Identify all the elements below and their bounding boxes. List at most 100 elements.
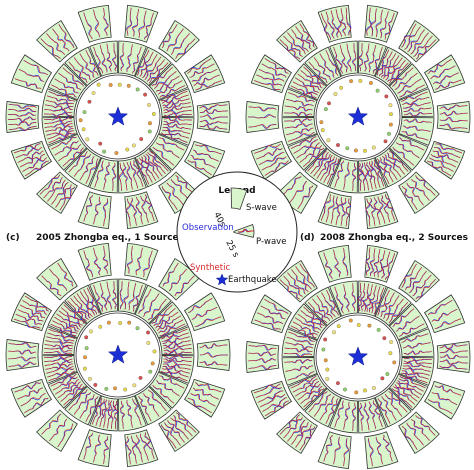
outer-sector [77,429,112,468]
synthetic-trace [162,129,190,139]
synthetic-trace [143,250,153,278]
synthetic-trace [63,385,85,406]
synthetic-trace [439,364,468,370]
synthetic-trace [392,67,414,87]
synthetic-trace [83,194,93,222]
synthetic-trace [248,124,277,129]
synthetic-trace [93,9,101,38]
synthetic-trace [99,399,107,427]
synthetic-trace [154,71,177,89]
synthetic-trace [290,325,317,338]
synthetic-trace [68,151,88,173]
synthetic-trace [379,157,394,183]
synthetic-trace [286,98,314,107]
synthetic-trace [8,356,37,361]
synthetic-trace [83,250,93,278]
synthetic-trace [330,10,339,38]
station-dot [321,347,326,352]
synthetic-trace [366,284,373,312]
synthetic-trace [163,116,192,121]
station-dot [113,386,117,391]
synthetic-trace [413,35,433,57]
synthetic-trace [139,157,153,183]
synthetic-trace [85,50,99,76]
outer-sector [124,4,159,43]
outer-sector [398,20,440,63]
station-dot [388,103,393,108]
synthetic-trace [365,247,371,276]
station-dot [367,323,372,328]
synthetic-trace [295,381,320,397]
synthetic-trace [162,262,179,287]
synthetic-trace [52,320,78,334]
station-dot [147,129,152,134]
synthetic-trace [199,104,228,110]
outer-sector [317,244,352,283]
synthetic-trace [48,132,76,144]
synthetic-trace [297,383,321,401]
synthetic-trace [279,414,300,435]
station-dot [327,101,331,106]
synthetic-trace [431,392,458,405]
synthetic-trace [57,262,74,287]
synthetic-trace [123,281,130,310]
station-dot [323,337,328,342]
synthetic-trace [292,378,318,393]
synthetic-trace [405,267,422,291]
synthetic-trace [402,368,430,376]
outer-sector [184,292,226,332]
station-dot [333,92,338,97]
middle-sector [398,328,435,357]
synthetic-trace [112,162,117,191]
panel-d-label: (d) [300,233,315,243]
synthetic-trace [47,130,75,140]
synthetic-trace [288,92,315,103]
star-icon [347,346,369,366]
synthetic-trace [44,351,73,356]
synthetic-trace [394,72,418,90]
synthetic-trace [345,198,351,227]
synthetic-trace [401,263,417,288]
synthetic-trace [369,197,376,226]
synthetic-trace [46,336,74,344]
station-dot [84,346,89,351]
synthetic-trace [147,298,167,321]
station-dot [106,320,111,325]
synthetic-trace [434,147,461,158]
synthetic-trace [161,94,189,104]
synthetic-trace [299,263,315,288]
synthetic-trace [159,323,186,336]
station-dot [380,376,385,381]
synthetic-trace [147,389,167,412]
synthetic-trace [285,365,313,372]
synthetic-trace [103,7,109,36]
synthetic-trace [406,422,424,446]
synthetic-trace [291,29,309,52]
synthetic-trace [283,275,303,297]
synthetic-trace [377,398,391,424]
station-dot [117,82,122,87]
station-dot [323,107,328,112]
station-dot [147,102,151,107]
middle-sector [148,371,189,409]
middle-sector [89,40,118,77]
synthetic-trace [325,398,339,424]
synthetic-trace [195,80,222,91]
synthetic-trace [383,295,400,319]
synthetic-trace [76,293,93,317]
synthetic-trace [401,370,429,380]
station-dot [82,110,87,115]
outer-sector [398,260,440,303]
middle-sector [388,373,429,411]
middle-sector [304,46,342,87]
synthetic-trace [384,154,402,178]
synthetic-trace [404,26,421,50]
synthetic-trace [284,352,313,357]
station-dot [343,387,347,392]
station-dot [336,324,341,329]
synthetic-trace [19,153,46,168]
synthetic-trace [394,384,418,402]
synthetic-trace [161,332,189,342]
synthetic-trace [388,391,408,413]
legend-observation-label: Observation [182,223,234,233]
